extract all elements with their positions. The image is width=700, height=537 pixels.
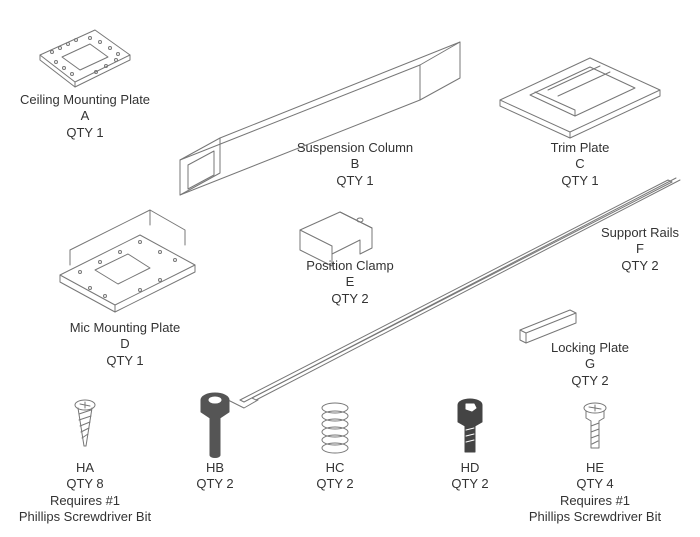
part-qty: QTY 1 [530,173,630,189]
part-name: Trim Plate [530,140,630,156]
label-g: Locking Plate G QTY 2 [530,340,650,389]
part-he-drawing [584,403,606,448]
part-name: Support Rails [580,225,700,241]
part-letter: C [530,156,630,172]
label-b: Suspension Column B QTY 1 [280,140,430,189]
part-name: Position Clamp [290,258,410,274]
part-note: Phillips Screwdriver Bit [520,509,670,525]
part-letter: E [290,274,410,290]
part-hb-drawing [201,393,229,458]
part-qty: QTY 1 [10,125,160,141]
part-letter: HC [285,460,385,476]
label-he: HE QTY 4 Requires #1 Phillips Screwdrive… [520,460,670,525]
part-qty: QTY 1 [50,353,200,369]
part-letter: G [530,356,650,372]
label-d: Mic Mounting Plate D QTY 1 [50,320,200,369]
part-letter: B [280,156,430,172]
part-note: Requires #1 [520,493,670,509]
part-letter: HA [10,460,160,476]
part-note: Phillips Screwdriver Bit [10,509,160,525]
part-letter: D [50,336,200,352]
part-letter: HD [420,460,520,476]
label-hc: HC QTY 2 [285,460,385,493]
part-note: Requires #1 [10,493,160,509]
part-qty: QTY 2 [580,258,700,274]
part-qty: QTY 2 [420,476,520,492]
label-a: Ceiling Mounting Plate A QTY 1 [10,92,160,141]
part-letter: A [10,108,160,124]
part-qty: QTY 1 [280,173,430,189]
part-letter: F [580,241,700,257]
part-qty: QTY 8 [10,476,160,492]
part-qty: QTY 2 [530,373,650,389]
part-hc-drawing [322,403,348,453]
label-ha: HA QTY 8 Requires #1 Phillips Screwdrive… [10,460,160,525]
label-hd: HD QTY 2 [420,460,520,493]
part-name: Mic Mounting Plate [50,320,200,336]
part-qty: QTY 4 [520,476,670,492]
part-a-drawing [40,30,130,87]
label-hb: HB QTY 2 [165,460,265,493]
part-letter: HB [165,460,265,476]
label-e: Position Clamp E QTY 2 [290,258,410,307]
part-d-drawing [60,210,195,312]
part-name: Ceiling Mounting Plate [10,92,160,108]
part-qty: QTY 2 [165,476,265,492]
part-qty: QTY 2 [285,476,385,492]
part-name: Locking Plate [530,340,650,356]
part-letter: HE [520,460,670,476]
part-ha-drawing [75,400,95,446]
part-hd-drawing [458,399,482,452]
label-f: Support Rails F QTY 2 [580,225,700,274]
part-g-drawing [520,310,576,343]
part-name: Suspension Column [280,140,430,156]
label-c: Trim Plate C QTY 1 [530,140,630,189]
part-qty: QTY 2 [290,291,410,307]
part-c-drawing [500,58,660,138]
